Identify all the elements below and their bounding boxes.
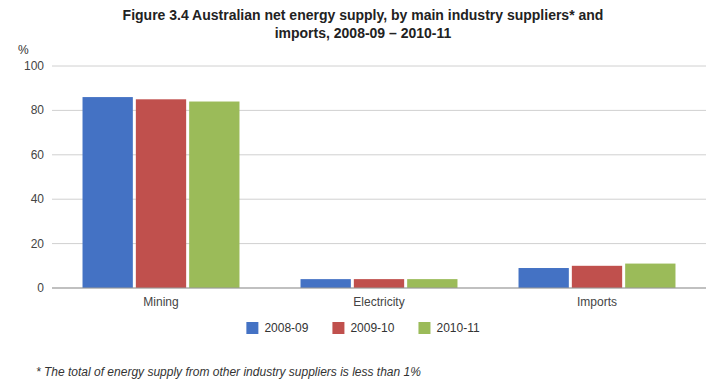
legend: 2008-09 2009-10 2010-11 bbox=[246, 321, 480, 335]
bar bbox=[301, 279, 351, 288]
y-tick-label: 100 bbox=[24, 59, 44, 73]
x-tick-label: Mining bbox=[143, 295, 178, 309]
bar bbox=[83, 97, 133, 288]
legend-item: 2008-09 bbox=[246, 321, 308, 335]
y-tick-label: 20 bbox=[31, 237, 45, 251]
legend-swatch bbox=[418, 322, 430, 334]
y-tick-label: 0 bbox=[37, 281, 44, 295]
chart: Figure 3.4 Australian net energy supply,… bbox=[0, 0, 726, 386]
y-axis-label: % bbox=[18, 43, 29, 57]
x-tick-label: Electricity bbox=[353, 295, 404, 309]
x-tick-label: Imports bbox=[577, 295, 617, 309]
legend-item: 2010-11 bbox=[418, 321, 479, 335]
x-axis-line bbox=[52, 288, 706, 289]
grid-line bbox=[52, 288, 706, 289]
legend-swatch bbox=[332, 322, 344, 334]
bar bbox=[189, 102, 239, 288]
footnote: * The total of energy supply from other … bbox=[36, 365, 421, 379]
bar bbox=[572, 266, 622, 288]
legend-swatch bbox=[246, 322, 258, 334]
bar bbox=[519, 268, 569, 288]
bars bbox=[83, 97, 676, 288]
legend-label: 2008-09 bbox=[264, 321, 308, 335]
bar bbox=[625, 264, 675, 288]
y-tick-label: 40 bbox=[31, 192, 45, 206]
chart-container: Figure 3.4 Australian net energy supply,… bbox=[0, 0, 726, 386]
legend-label: 2010-11 bbox=[436, 321, 479, 335]
grid bbox=[52, 66, 706, 288]
bar bbox=[407, 279, 457, 288]
y-tick-label: 80 bbox=[31, 103, 45, 117]
title: Figure 3.4 Australian net energy supply,… bbox=[123, 7, 604, 41]
legend-item: 2009-10 bbox=[332, 321, 394, 335]
bar bbox=[136, 99, 186, 288]
grid-line bbox=[52, 66, 706, 67]
legend-label: 2009-10 bbox=[350, 321, 394, 335]
bar bbox=[354, 279, 404, 288]
y-tick-label: 60 bbox=[31, 148, 45, 162]
